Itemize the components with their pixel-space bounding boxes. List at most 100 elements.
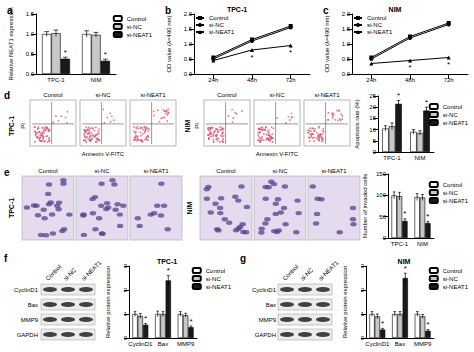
svg-text:1: 1 <box>361 311 365 317</box>
svg-text:1.0: 1.0 <box>342 41 351 47</box>
svg-text:GAPDH: GAPDH <box>255 332 276 338</box>
svg-text:0.5: 0.5 <box>26 51 35 57</box>
svg-text:CyclinD1: CyclinD1 <box>14 287 39 293</box>
svg-text:25: 25 <box>369 93 376 99</box>
svg-text:*: * <box>381 319 384 328</box>
svg-text:si-NEAT1: si-NEAT1 <box>127 32 153 38</box>
svg-text:*: * <box>144 314 147 323</box>
svg-text:5: 5 <box>373 138 377 144</box>
svg-text:Control: Control <box>443 104 462 110</box>
svg-text:CyclinD1: CyclinD1 <box>128 341 153 347</box>
svg-text:48h: 48h <box>405 77 415 83</box>
svg-text:15: 15 <box>369 115 376 121</box>
svg-text:TPC-1: TPC-1 <box>391 241 409 247</box>
svg-text:GAPDH: GAPDH <box>17 332 38 338</box>
svg-text:*: * <box>426 212 429 221</box>
svg-text:NIM: NIM <box>389 6 402 13</box>
svg-text:0.0: 0.0 <box>26 71 35 77</box>
svg-text:TPC-1: TPC-1 <box>47 77 65 83</box>
svg-text:PI: PI <box>194 123 200 129</box>
svg-text:*: * <box>404 264 407 273</box>
svg-text:si-NC: si-NC <box>206 276 222 282</box>
svg-text:Relative NEAT1 expression: Relative NEAT1 expression <box>8 8 14 81</box>
svg-text:Control: Control <box>217 92 236 98</box>
svg-text:2: 2 <box>361 287 365 293</box>
svg-text:*: * <box>403 209 406 218</box>
svg-text:Control: Control <box>281 264 299 282</box>
svg-text:TPC-1: TPC-1 <box>227 6 247 13</box>
svg-text:NIM: NIM <box>398 258 411 265</box>
svg-text:si-NEAT1: si-NEAT1 <box>443 284 469 290</box>
svg-text:a: a <box>7 5 13 16</box>
svg-text:0: 0 <box>361 335 365 341</box>
svg-text:*: * <box>167 266 170 275</box>
svg-text:2.0: 2.0 <box>184 11 193 17</box>
svg-text:2: 2 <box>124 287 128 293</box>
svg-text:Control: Control <box>127 16 146 22</box>
svg-text:Control: Control <box>44 264 62 282</box>
svg-text:si-NEAT1: si-NEAT1 <box>143 168 169 174</box>
svg-text:si-NC: si-NC <box>443 112 459 118</box>
svg-text:g: g <box>240 253 246 264</box>
svg-text:Control: Control <box>206 268 225 274</box>
svg-text:si-NC: si-NC <box>95 168 111 174</box>
svg-text:si-NEAT1: si-NEAT1 <box>206 284 232 290</box>
svg-text:si-NEAT1: si-NEAT1 <box>321 168 347 174</box>
svg-text:Relative protein expression: Relative protein expression <box>342 266 348 338</box>
svg-text:MMP9: MMP9 <box>259 317 277 323</box>
svg-text:CyclinD1: CyclinD1 <box>365 341 390 347</box>
svg-text:1.5: 1.5 <box>342 26 351 32</box>
svg-text:*: * <box>250 53 253 62</box>
svg-text:10: 10 <box>369 127 376 133</box>
svg-text:0: 0 <box>373 149 377 155</box>
svg-text:2.0: 2.0 <box>342 11 351 17</box>
svg-text:si-NC: si-NC <box>273 168 289 174</box>
svg-text:si-NEAT1: si-NEAT1 <box>317 259 340 282</box>
svg-text:1.0: 1.0 <box>184 41 193 47</box>
svg-text:Number of invaded cells: Number of invaded cells <box>362 174 368 238</box>
svg-text:3: 3 <box>361 263 365 269</box>
svg-text:si-NC: si-NC <box>367 22 383 28</box>
svg-text:24h: 24h <box>208 77 218 83</box>
svg-text:NIM: NIM <box>91 77 102 83</box>
svg-text:Relative protein expression: Relative protein expression <box>105 266 111 338</box>
svg-text:si-NC: si-NC <box>96 92 112 98</box>
svg-text:0.0: 0.0 <box>184 71 193 77</box>
svg-text:3: 3 <box>124 263 128 269</box>
svg-text:TPC-1: TPC-1 <box>383 155 401 161</box>
svg-text:si-NEAT1: si-NEAT1 <box>367 29 393 35</box>
svg-text:si-NC: si-NC <box>443 190 459 196</box>
svg-text:TPC-1: TPC-1 <box>8 198 15 218</box>
svg-text:b: b <box>165 5 171 16</box>
svg-text:0: 0 <box>124 335 128 341</box>
svg-text:Control: Control <box>367 15 386 21</box>
svg-text:si-NEAT1: si-NEAT1 <box>443 120 469 126</box>
svg-text:Apoptosis rate (%): Apoptosis rate (%) <box>354 99 360 148</box>
svg-text:si-NEAT1: si-NEAT1 <box>80 259 103 282</box>
svg-text:50: 50 <box>379 214 386 220</box>
svg-text:si-NEAT1: si-NEAT1 <box>209 29 235 35</box>
svg-text:si-NC: si-NC <box>209 22 225 28</box>
svg-text:Control: Control <box>443 268 462 274</box>
svg-text:1: 1 <box>124 311 128 317</box>
svg-text:*: * <box>447 60 450 69</box>
svg-text:20: 20 <box>369 104 376 110</box>
svg-text:f: f <box>4 253 8 264</box>
svg-text:CyclinD1: CyclinD1 <box>252 287 277 293</box>
svg-text:TPC-1: TPC-1 <box>157 258 177 265</box>
svg-text:0: 0 <box>383 235 387 241</box>
svg-text:si-NEAT1: si-NEAT1 <box>140 92 166 98</box>
svg-text:Control: Control <box>38 168 57 174</box>
svg-text:MMP9: MMP9 <box>414 341 432 347</box>
svg-text:*: * <box>289 48 292 57</box>
svg-text:Bax: Bax <box>395 341 405 347</box>
svg-text:OD value (λ=490 nm): OD value (λ=490 nm) <box>166 15 172 72</box>
svg-text:0.0: 0.0 <box>342 71 351 77</box>
svg-text:si-NC: si-NC <box>127 24 143 30</box>
svg-text:si-NC: si-NC <box>270 92 286 98</box>
svg-text:MMP9: MMP9 <box>177 341 195 347</box>
svg-text:*: * <box>397 91 400 100</box>
svg-text:Bax: Bax <box>266 302 276 308</box>
svg-text:c: c <box>323 5 329 16</box>
svg-text:MMP9: MMP9 <box>21 317 39 323</box>
